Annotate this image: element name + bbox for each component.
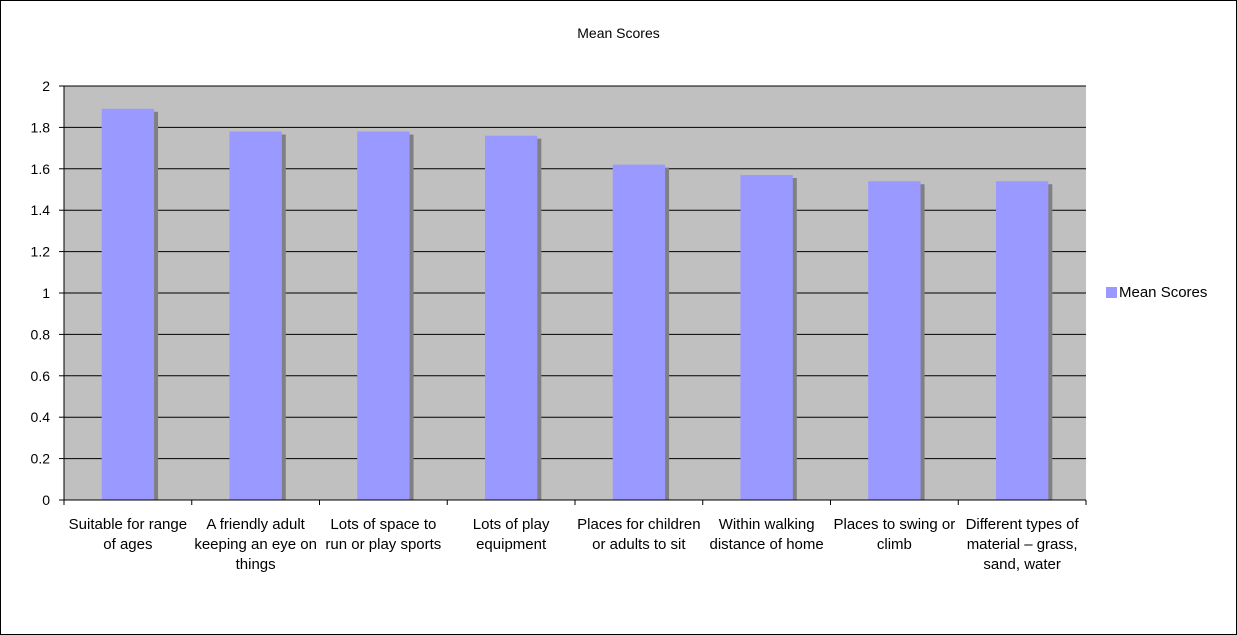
bar xyxy=(612,164,666,500)
y-tick-label: 1.4 xyxy=(31,202,51,218)
bar xyxy=(868,181,921,500)
bar xyxy=(229,131,282,501)
y-tick-label: 0.6 xyxy=(31,368,51,384)
x-tick-label: Lots of space to run or play sports xyxy=(325,516,442,553)
x-tick-label: Suitable for range of ages xyxy=(68,516,188,553)
bar xyxy=(484,135,538,500)
y-axis-ticks: 0 0.2 0.4 0.6 0.8 1 1.2 1.4 1.6 1.8 2 xyxy=(31,78,51,508)
bar xyxy=(995,181,1049,500)
legend-swatch xyxy=(1106,287,1117,298)
y-tick-label: 2 xyxy=(42,78,50,94)
chart-title: Mean Scores xyxy=(577,25,660,41)
y-tick-label: 1.8 xyxy=(31,119,51,135)
y-tick-label: 1.6 xyxy=(31,161,51,177)
bar xyxy=(101,108,155,501)
x-tick-label: Places for children or adults to sit xyxy=(577,516,701,553)
axes xyxy=(59,85,1087,505)
y-tick-label: 1.2 xyxy=(31,244,51,260)
legend-label: Mean Scores xyxy=(1119,284,1208,301)
x-tick-label: A friendly adult keeping an eye on thing… xyxy=(194,516,317,573)
bar xyxy=(357,131,410,501)
y-tick-label: 0 xyxy=(42,492,50,508)
legend: Mean Scores xyxy=(1106,284,1207,301)
bars xyxy=(101,108,1053,501)
y-tick-label: 0.4 xyxy=(31,409,51,425)
y-tick-label: 1 xyxy=(42,285,50,301)
bar xyxy=(740,175,793,500)
x-tick-label: Within walking distance of home xyxy=(709,516,824,553)
x-tick-label: Places to swing or climb xyxy=(833,516,956,553)
y-tick-label: 0.8 xyxy=(31,326,51,342)
x-tick-label: Lots of play equipment xyxy=(472,516,550,553)
x-tick-label: Different types of material – grass, san… xyxy=(965,516,1079,573)
y-tick-label: 0.2 xyxy=(31,451,51,467)
